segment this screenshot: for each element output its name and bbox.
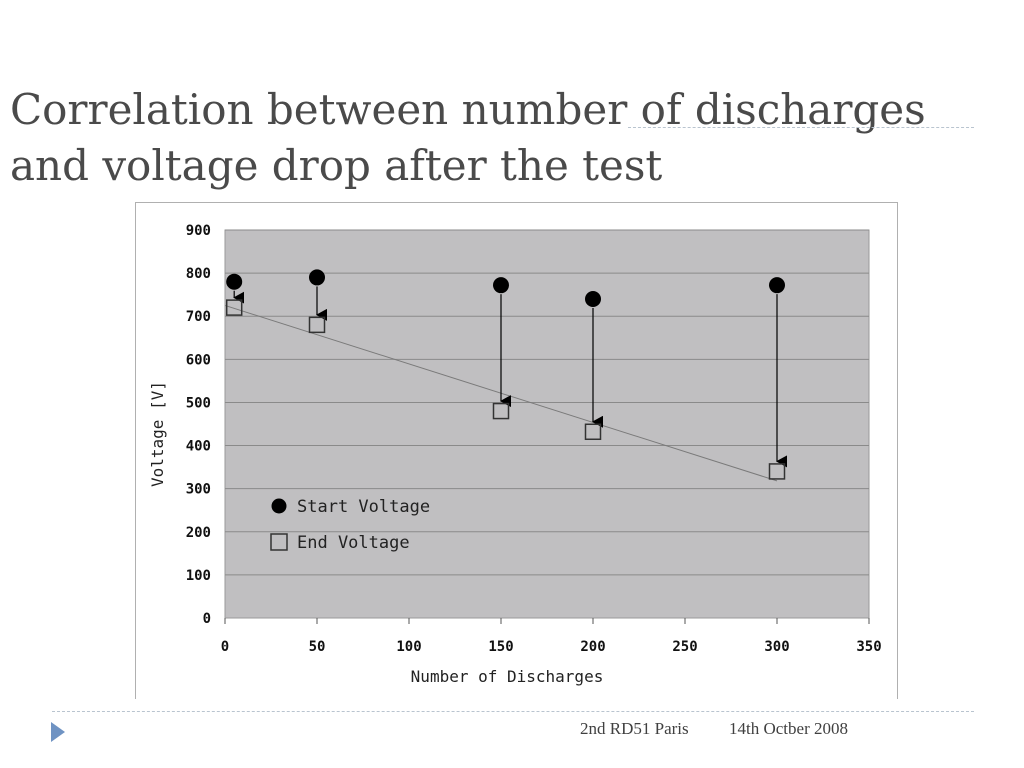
legend-end-marker	[270, 533, 288, 551]
start-voltage-point	[493, 277, 509, 294]
x-tick-label: 250	[672, 639, 697, 655]
end-voltage-point	[225, 299, 243, 316]
end-voltage-point	[768, 463, 786, 480]
x-axis-label: Number of Discharges	[411, 667, 604, 686]
x-tick-label: 300	[764, 639, 789, 655]
y-tick-label: 700	[186, 309, 211, 325]
y-tick-label: 900	[186, 223, 211, 239]
plot-area	[224, 229, 870, 619]
x-tick-label: 0	[221, 639, 229, 655]
voltage-drop-chart: 0 100 200 300 400 500 600 700 800 900 0 50 100 150 200…	[148, 223, 882, 686]
legend-start-marker	[271, 498, 287, 514]
legend-start-label: Start Voltage	[297, 497, 430, 517]
x-tick-label: 50	[309, 639, 326, 655]
footer-event: 2nd RD51 Paris	[580, 719, 689, 738]
y-axis-label: Voltage [V]	[148, 381, 167, 487]
slide-title: Correlation between number of discharges…	[10, 82, 1000, 194]
y-tick-label: 200	[186, 525, 211, 541]
y-tick-label: 500	[186, 395, 211, 411]
end-voltage-point	[492, 402, 510, 420]
start-voltage-point	[309, 269, 325, 286]
y-tick-label: 600	[186, 352, 211, 368]
y-tick-label: 800	[186, 266, 211, 282]
footer-triangle-icon	[51, 722, 65, 742]
end-voltage-point	[308, 316, 326, 334]
end-voltage-point	[584, 423, 602, 441]
y-tick-label: 0	[203, 611, 211, 627]
y-tick-label: 100	[186, 568, 211, 584]
x-tick-label: 100	[396, 639, 421, 655]
title-line-1: Correlation between number of discharges	[10, 85, 926, 134]
start-voltage-point	[769, 277, 785, 294]
chart-frame: 0 100 200 300 400 500 600 700 800 900 0 50 100 150 200…	[135, 202, 898, 699]
title-divider	[628, 127, 974, 128]
x-tick-label: 200	[580, 639, 605, 655]
start-voltage-point	[226, 273, 243, 290]
start-voltage-point	[585, 290, 601, 307]
y-tick-label: 300	[186, 482, 211, 498]
footer-date: 14th Octber 2008	[729, 719, 848, 738]
y-tick-label: 400	[186, 439, 211, 455]
title-line-2: and voltage drop after the test	[10, 141, 663, 190]
legend-end-label: End Voltage	[297, 533, 410, 553]
footer-divider	[52, 711, 974, 712]
x-tick-label: 150	[488, 639, 513, 655]
x-tick-label: 350	[856, 639, 881, 655]
